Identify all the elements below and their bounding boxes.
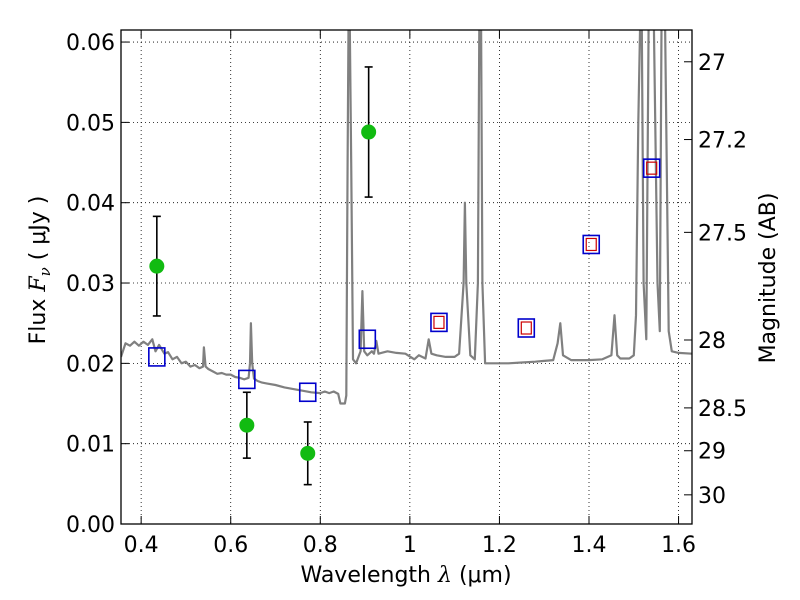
y-tick-label: 0.01 <box>66 433 115 458</box>
x-tick-label: 0.4 <box>124 533 159 558</box>
model-bandpass-point <box>642 158 661 178</box>
magnitude-tick-label: 28.5 <box>698 397 747 422</box>
data-points <box>148 66 661 486</box>
magnitude-tick-label: 30 <box>698 484 726 509</box>
grid-lines <box>121 30 692 525</box>
y-tick-label: 0.04 <box>66 192 115 217</box>
observed-flux-point <box>300 445 316 461</box>
x-tick-label: 1 <box>403 533 417 558</box>
magnitude-tick-label: 28 <box>698 329 726 354</box>
magnitude-tick-label: 29 <box>698 440 726 465</box>
x-tick-label: 1.2 <box>482 533 517 558</box>
y-tick-label: 0.00 <box>66 513 115 538</box>
axis-ticks: 0.4 0.6 0.8 1 1.2 1.4 1.6 0.00 0.01 0.02 0.03 0.04 0… <box>66 30 747 558</box>
model-bandpass-inner-mark <box>520 321 532 335</box>
spectrum-line <box>121 30 692 405</box>
model-bandpass-point <box>517 318 536 338</box>
y-tick-label: 0.05 <box>66 111 115 136</box>
observed-flux-point <box>239 417 255 433</box>
y-tick-label: 0.02 <box>66 352 115 377</box>
model-bandpass-inner-mark <box>585 237 597 252</box>
model-bandpass-point <box>358 329 377 350</box>
x-tick-label: 0.6 <box>213 533 248 558</box>
magnitude-tick-label: 27 <box>698 51 726 76</box>
model-bandpass-point <box>238 369 256 390</box>
x-tick-label: 0.8 <box>303 533 338 558</box>
magnitude-tick-label: 27.2 <box>698 129 747 154</box>
model-bandpass-inner-mark <box>433 315 445 329</box>
model-bandpass-point <box>582 234 601 255</box>
model-spectrum <box>121 30 692 405</box>
model-bandpass-point <box>298 382 317 403</box>
model-bandpass-inner-mark <box>646 161 658 175</box>
x-axis-label: Wavelength λ (μm) <box>300 563 511 588</box>
model-bandpass-point <box>430 312 448 333</box>
x-tick-label: 1.6 <box>661 533 696 558</box>
y-tick-label: 0.03 <box>66 272 115 297</box>
x-tick-label: 1.4 <box>571 533 606 558</box>
observed-flux-point <box>149 258 165 274</box>
observed-flux-point <box>361 124 377 140</box>
right-axis-label: Magnitude (AB) <box>756 193 781 364</box>
model-bandpass-point <box>148 347 166 367</box>
magnitude-tick-label: 27.5 <box>698 221 747 246</box>
plot-frame <box>120 29 693 525</box>
y-tick-label: 0.06 <box>66 31 115 56</box>
y-axis-label: Flux Fν ( μJy ) <box>26 196 54 345</box>
